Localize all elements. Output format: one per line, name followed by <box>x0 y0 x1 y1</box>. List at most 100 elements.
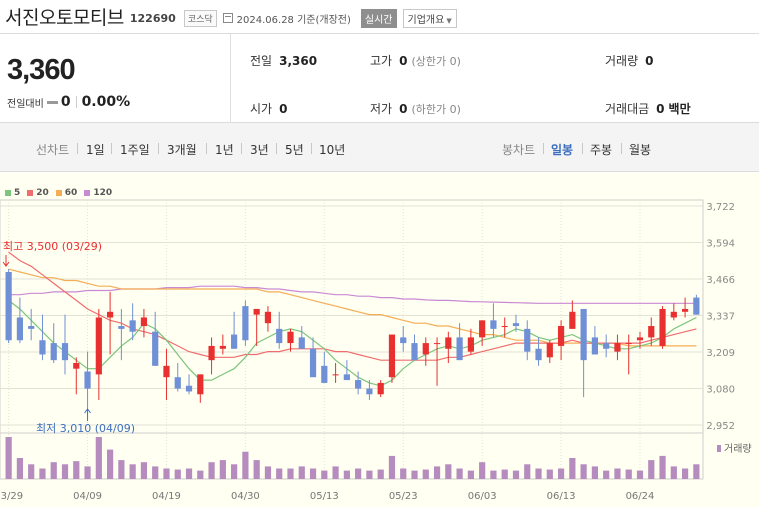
period-1w[interactable]: 1주일 <box>120 143 150 157</box>
legend-ma120: 120 <box>84 188 112 198</box>
candle-chart-label[interactable]: 봉차트 <box>502 143 536 157</box>
base-date: 2024.06.28 기준(개장전) <box>236 14 351 26</box>
period-1y[interactable]: 1년 <box>215 143 234 157</box>
volume-bar <box>140 462 148 479</box>
candle-body <box>670 311 677 318</box>
lower-limit: (하한가 0) <box>411 103 461 116</box>
current-price: 3,360 <box>7 54 76 86</box>
volume-bar <box>377 469 384 479</box>
candle-body <box>242 306 249 341</box>
company-info-dropdown[interactable]: 기업개요 ▼ <box>402 8 457 28</box>
legend-label: 20 <box>36 188 49 198</box>
divider <box>582 143 583 154</box>
plot-frame <box>0 199 704 480</box>
change-label: 전일대비 <box>7 98 44 110</box>
divider <box>241 143 242 154</box>
high-cell: 고가 0 (상한가 0) <box>370 52 461 69</box>
volume-bar <box>107 449 114 479</box>
line-chart-label[interactable]: 선차트 <box>36 143 70 157</box>
candle-body <box>174 377 181 389</box>
volume-bar <box>580 464 587 479</box>
candle-body <box>422 343 429 355</box>
candle-body <box>445 337 452 349</box>
candle-body <box>546 343 553 358</box>
volume-bar <box>39 468 46 479</box>
x-tick-label: 06/24 <box>626 491 655 502</box>
legend-label: 5 <box>14 188 21 198</box>
legend-swatch <box>27 190 34 196</box>
period-1d[interactable]: 1일 <box>86 143 105 157</box>
candle-body <box>118 326 125 329</box>
change-row: 전일대비 0 0.00% <box>7 94 130 110</box>
period-3y[interactable]: 3년 <box>250 143 269 157</box>
volume-bar <box>456 468 463 479</box>
volume-bar <box>614 468 621 479</box>
volume-bar <box>73 461 80 479</box>
period-3m[interactable]: 3개월 <box>167 143 197 157</box>
candle-body <box>287 331 294 344</box>
volume-bar <box>28 464 35 479</box>
divider <box>75 96 77 108</box>
x-tick-label: 05/13 <box>310 491 339 502</box>
high-annotation: 최고 3,500 (03/29) <box>3 240 102 253</box>
candle-body <box>557 326 565 346</box>
candle-body <box>580 308 587 361</box>
x-tick-label: 04/30 <box>231 491 260 502</box>
volume-bar <box>433 466 441 479</box>
period-5y[interactable]: 5년 <box>285 143 304 157</box>
y-tick-label: 3,209 <box>706 348 735 359</box>
trade-amount-unit: 백만 <box>668 102 691 116</box>
candle-body <box>501 326 508 328</box>
flat-icon <box>46 100 58 104</box>
candle-body <box>28 326 35 329</box>
candle-weekly[interactable]: 주봉 <box>590 143 613 157</box>
candle-body <box>693 297 700 315</box>
divider <box>206 143 207 154</box>
x-tick-label: 04/19 <box>152 491 181 502</box>
candle-body <box>50 343 57 361</box>
volume-bar <box>625 469 632 479</box>
candle-body <box>524 328 531 352</box>
volume-bar <box>84 466 91 479</box>
volume-bar <box>479 462 486 479</box>
candle-body <box>152 331 159 366</box>
volume-bar <box>242 451 249 479</box>
candle-daily[interactable]: 일봉 <box>551 143 574 157</box>
divider <box>276 143 277 154</box>
legend-label: 120 <box>93 188 113 198</box>
x-tick-label: 05/23 <box>389 491 418 502</box>
volume-bar <box>546 469 553 479</box>
divider <box>230 34 231 122</box>
candle-body <box>73 362 80 369</box>
candle-body <box>456 337 463 361</box>
volume-legend-swatch <box>717 445 721 452</box>
realtime-button[interactable]: 실시간 <box>360 8 397 28</box>
divider <box>111 143 112 154</box>
low-annotation: 최저 3,010 (04/09) <box>36 422 135 435</box>
volume-bar <box>332 466 339 479</box>
legend-label: 60 <box>64 188 78 198</box>
volume-bar <box>388 455 396 479</box>
y-tick-label: 3,080 <box>706 385 735 396</box>
divider <box>77 143 78 154</box>
candle-body <box>535 348 542 361</box>
volume-bar <box>287 468 294 479</box>
low-value: 0 <box>399 102 408 116</box>
candle-body <box>636 337 644 341</box>
candle-body <box>140 317 148 327</box>
candle-body <box>400 337 407 344</box>
stock-name[interactable]: 서진오토모티브 <box>5 7 124 29</box>
chart-canvas[interactable]: 3,722 3,594 3,466 3,337 3,209 3,080 2,952 03/29… <box>0 173 759 507</box>
high-label: 고가 <box>370 54 393 68</box>
candle-body <box>264 311 272 324</box>
candlestick-chart[interactable]: 3,722 3,594 3,466 3,337 3,209 3,080 2,952 03/29… <box>0 173 759 507</box>
candle-body <box>490 320 497 329</box>
candle-monthly[interactable]: 월봉 <box>629 143 652 157</box>
candle-body <box>16 317 24 341</box>
y-tick-label: 3,337 <box>706 312 735 323</box>
candle-body <box>569 311 576 329</box>
legend-ma5: 5 <box>5 188 20 198</box>
candle-body <box>343 374 350 381</box>
period-10y[interactable]: 10년 <box>319 143 346 157</box>
trade-amount-label: 거래대금 <box>605 102 650 116</box>
